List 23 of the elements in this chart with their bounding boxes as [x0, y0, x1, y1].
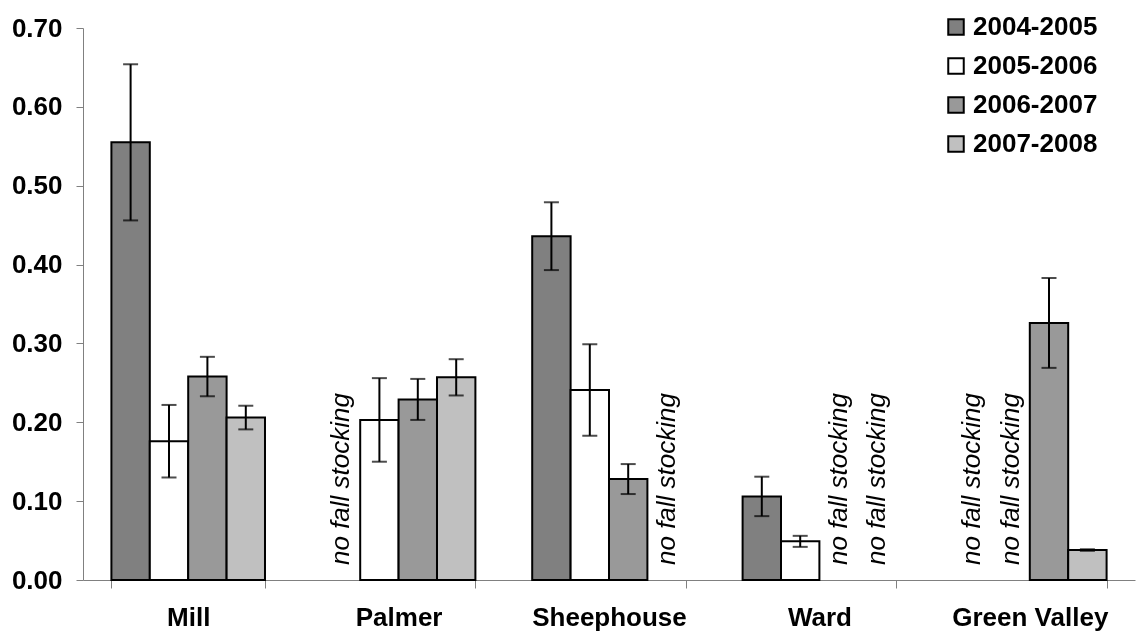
text: no fall stocking	[650, 393, 681, 565]
x-tick-label: Sheephouse	[532, 601, 687, 632]
legend-label: 2005-2006	[973, 50, 1098, 80]
text: no fall stocking	[861, 393, 891, 565]
text: no fall stocking	[325, 393, 355, 565]
x-tick-label: Mill	[167, 601, 211, 632]
x-tick-label: Ward	[787, 601, 852, 632]
legend-label: 2007-2008	[973, 128, 1098, 158]
y-tick-label: 0.40	[11, 249, 63, 280]
text: no fall stocking	[956, 393, 987, 565]
legend-label: 2006-2007	[973, 89, 1098, 119]
x-tick-label: Green Valley	[952, 601, 1109, 632]
y-tick-label: 0.20	[11, 406, 63, 437]
y-tick-label: 0.30	[11, 327, 63, 358]
x-tick-label: Palmer	[355, 601, 443, 632]
y-tick-label: 0.50	[11, 170, 63, 201]
y-tick-label: 0.70	[11, 12, 63, 43]
y-tick-label: 0.00	[11, 564, 63, 595]
y-tick-label: 0.60	[11, 91, 63, 122]
y-tick-label: 0.10	[11, 485, 63, 516]
legend-label: 2004-2005	[973, 11, 1098, 41]
text: no fall stocking	[994, 393, 1025, 565]
text: no fall stocking	[822, 393, 853, 565]
